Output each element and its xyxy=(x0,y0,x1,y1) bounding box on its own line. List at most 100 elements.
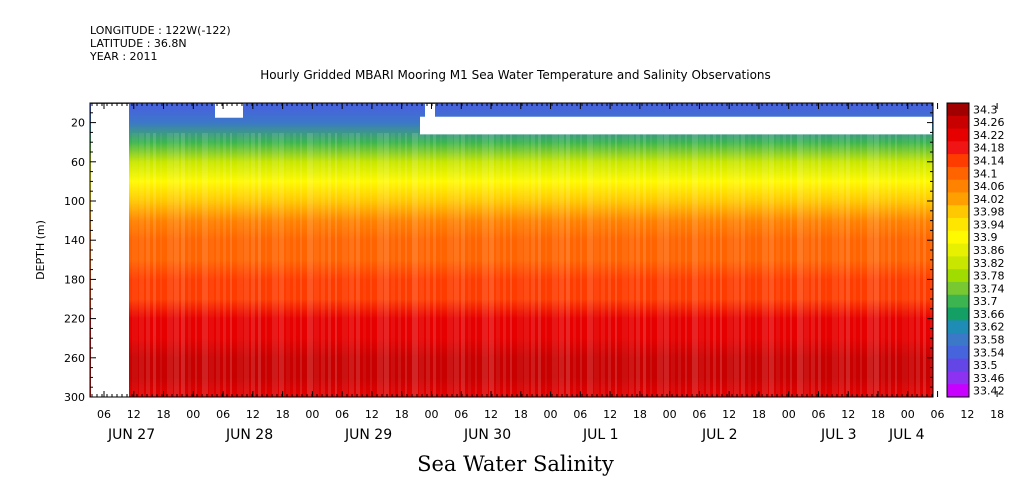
colorbar-swatch xyxy=(947,103,969,117)
variability-streak xyxy=(545,133,547,397)
variability-streak xyxy=(923,133,926,397)
colorbar-swatch xyxy=(947,205,969,219)
x-tick-label: 12 xyxy=(841,408,855,421)
variability-streak xyxy=(181,133,185,397)
variability-streak xyxy=(706,133,710,397)
colorbar-label: 34.14 xyxy=(973,155,1005,168)
missing-region xyxy=(420,116,932,135)
x-day-label: JUN 27 xyxy=(107,427,155,443)
variability-streak xyxy=(279,133,284,397)
variability-streak xyxy=(167,133,173,397)
variability-streak xyxy=(237,133,243,397)
x-tick-label: 12 xyxy=(603,408,617,421)
variability-streak xyxy=(615,133,617,397)
variability-streak xyxy=(762,133,768,397)
colorbar-label: 33.58 xyxy=(973,333,1005,346)
colorbar-swatch xyxy=(947,141,969,155)
variability-streak xyxy=(916,133,920,397)
colorbar-label: 33.7 xyxy=(973,295,998,308)
variability-streak xyxy=(930,133,932,397)
colorbar-label: 34.18 xyxy=(973,142,1005,155)
variability-streak xyxy=(146,133,150,397)
variability-streak xyxy=(769,133,774,397)
colorbar-swatch xyxy=(947,358,969,372)
x-tick-label: 18 xyxy=(395,408,409,421)
x-tick-label: 00 xyxy=(424,408,438,421)
variability-streak xyxy=(601,133,605,397)
y-tick-label: 20 xyxy=(71,117,85,130)
variability-streak xyxy=(300,133,302,397)
missing-data-layer xyxy=(91,104,932,397)
variability-streak xyxy=(720,133,722,397)
x-day-label: JUL 4 xyxy=(888,427,925,443)
variability-streak xyxy=(384,133,389,397)
colorbar-label: 33.62 xyxy=(973,321,1005,334)
variability-streak xyxy=(307,133,313,397)
variability-streak xyxy=(265,133,267,397)
y-axis: 20 60 100 140 180 220 260 300 xyxy=(64,112,933,404)
x-tick-label: 00 xyxy=(186,408,200,421)
plot-area xyxy=(90,103,933,397)
variability-streak xyxy=(559,133,564,397)
variability-streak xyxy=(573,133,576,397)
colorbar-swatch xyxy=(947,179,969,193)
variability-streak xyxy=(839,133,844,397)
variability-streak xyxy=(783,133,786,397)
y-tick-label: 60 xyxy=(71,156,85,169)
variability-streak xyxy=(594,133,599,397)
x-tick-label: 00 xyxy=(901,408,915,421)
x-day-label: JUL 2 xyxy=(701,427,738,443)
variability-streak xyxy=(433,133,436,397)
x-tick-label: 12 xyxy=(960,408,974,421)
variability-streak xyxy=(342,133,348,397)
variability-streak xyxy=(328,133,331,397)
variability-streak xyxy=(482,133,488,397)
colorbar-swatch xyxy=(947,230,969,245)
colorbar: 34.334.2634.2234.1834.1434.134.0634.0233… xyxy=(946,102,1005,398)
colorbar-swatch xyxy=(947,345,969,360)
variability-streak xyxy=(608,133,611,397)
variability-streak xyxy=(454,133,459,397)
x-tick-label: 18 xyxy=(157,408,171,421)
missing-region xyxy=(425,104,435,118)
variability-streak xyxy=(139,133,144,397)
variability-streak xyxy=(587,133,593,397)
x-tick-label: 18 xyxy=(871,408,885,421)
variability-streak xyxy=(832,133,838,397)
colorbar-label: 34.1 xyxy=(973,167,998,180)
variability-streak xyxy=(797,133,803,397)
colorbar-swatch xyxy=(947,307,969,321)
colorbar-label: 33.78 xyxy=(973,270,1005,283)
year-label: YEAR : 2011 xyxy=(90,50,158,63)
colorbar-label: 33.74 xyxy=(973,282,1005,295)
variability-streak xyxy=(377,133,383,397)
variability-streak xyxy=(846,133,850,397)
x-tick-label: 00 xyxy=(544,408,558,421)
variability-streak xyxy=(293,133,296,397)
variability-streak xyxy=(461,133,465,397)
x-tick-label: 06 xyxy=(692,408,706,421)
colorbar-label: 33.82 xyxy=(973,257,1005,270)
variability-streak xyxy=(412,133,418,397)
latitude-label: LATITUDE : 36.8N xyxy=(90,37,187,50)
variability-streak xyxy=(286,133,290,397)
longitude-label: LONGITUDE : 122W(-122) xyxy=(90,24,231,37)
chart-title: Hourly Gridded MBARI Mooring M1 Sea Wate… xyxy=(260,68,771,82)
variability-streak xyxy=(860,133,862,397)
variable-title: Sea Water Salinity xyxy=(417,452,614,476)
missing-region xyxy=(91,104,129,397)
variability-streak xyxy=(440,133,442,397)
colorbar-swatch xyxy=(947,218,969,232)
variability-streak xyxy=(503,133,506,397)
variability-streak xyxy=(321,133,325,397)
colorbar-label: 33.98 xyxy=(973,206,1005,219)
variability-streak xyxy=(580,133,582,397)
variability-streak xyxy=(216,133,220,397)
variability-streak xyxy=(335,133,337,397)
variability-streak xyxy=(888,133,891,397)
variability-streak xyxy=(909,133,914,397)
variability-streak xyxy=(685,133,687,397)
colorbar-swatch xyxy=(947,154,969,168)
variability-streak xyxy=(356,133,360,397)
colorbar-swatch xyxy=(947,269,969,283)
